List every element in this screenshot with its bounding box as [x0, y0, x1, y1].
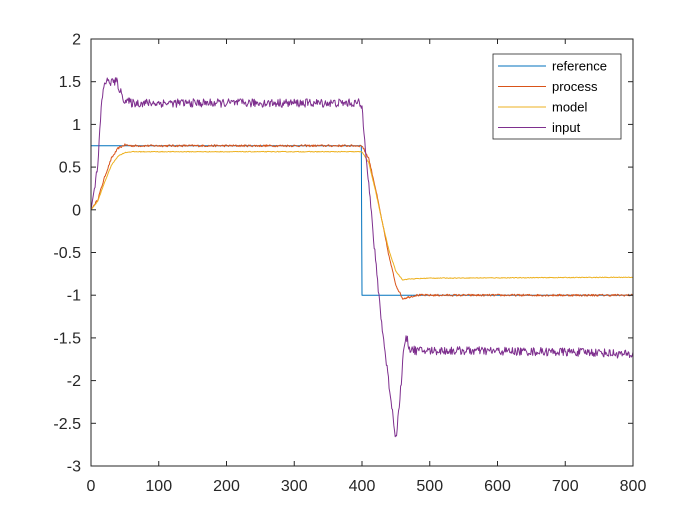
y-tick-label: -3	[67, 459, 81, 476]
series-line-process	[90, 143, 634, 300]
x-tick-label: 600	[484, 478, 511, 495]
x-tick-label: 200	[213, 478, 240, 495]
series-line-reference	[91, 145, 633, 296]
series-layer	[90, 77, 634, 438]
x-tick-label: 400	[349, 478, 376, 495]
y-tick-label: -1	[67, 288, 81, 305]
x-tick-label: 500	[416, 478, 443, 495]
y-tick-label: -2.5	[53, 416, 81, 433]
series-line-model	[90, 150, 634, 281]
y-tick-label: 0.5	[59, 160, 81, 177]
series-line-input	[90, 77, 634, 438]
legend: reference process model input	[492, 53, 622, 140]
y-tick-label: -0.5	[53, 245, 81, 262]
tick-layer: 0 100 200 300 400 500 600 700 800 -3 -2.5 -2 -1.5 -1 -…	[53, 32, 646, 496]
legend-label-reference: reference	[552, 59, 607, 74]
x-tick-label: 700	[552, 478, 579, 495]
x-tick-label: 800	[620, 478, 647, 495]
legend-box	[492, 53, 622, 140]
legend-label-model: model	[552, 100, 588, 115]
x-tick-label: 0	[87, 478, 96, 495]
legend-label-input: input	[552, 120, 581, 135]
y-tick-label: 1.5	[59, 74, 81, 91]
legend-entries: reference process model input	[498, 59, 607, 135]
y-tick-label: 0	[72, 202, 81, 219]
y-tick-label: -2	[67, 373, 81, 390]
y-tick-label: 1	[72, 117, 81, 134]
x-tick-label: 100	[145, 478, 172, 495]
y-tick-label: -1.5	[53, 330, 81, 347]
legend-label-process: process	[552, 79, 598, 94]
x-tick-label: 300	[281, 478, 308, 495]
y-tick-label: 2	[72, 32, 81, 49]
